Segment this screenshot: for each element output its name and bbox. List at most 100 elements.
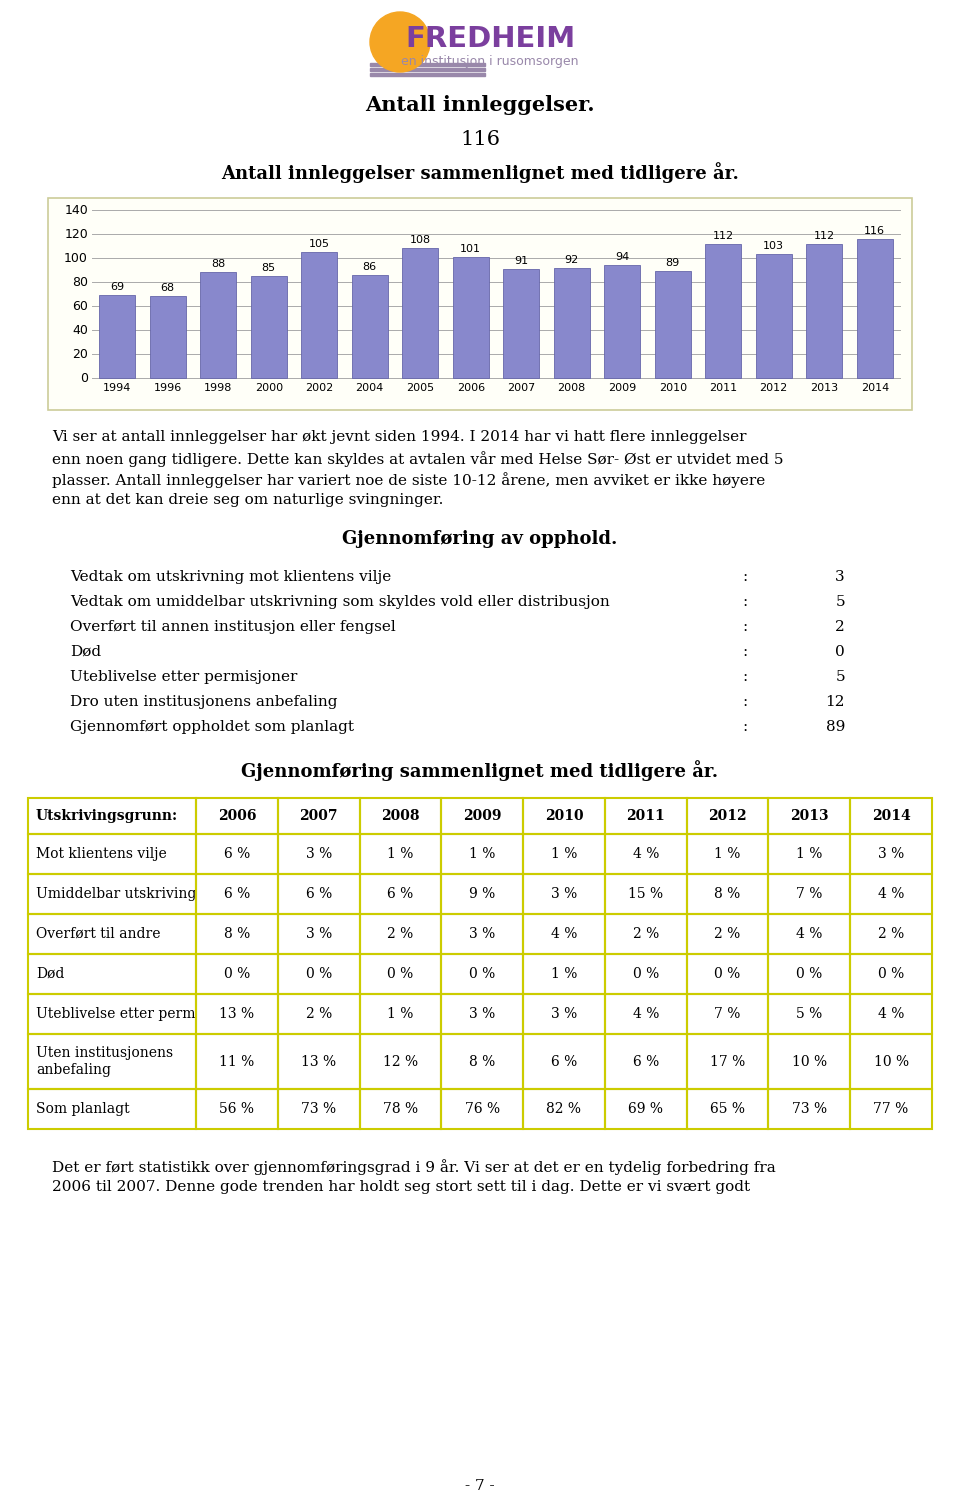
Bar: [605, 915, 686, 954]
Text: 69 %: 69 %: [628, 1102, 663, 1117]
Text: 116: 116: [864, 226, 885, 235]
Bar: [686, 995, 768, 1034]
Text: 2009: 2009: [608, 383, 636, 393]
Bar: [851, 833, 932, 874]
Text: 2014: 2014: [860, 383, 889, 393]
Text: enn noen gang tidligere. Dette kan skyldes at avtalen vår med Helse Sør- Øst er : enn noen gang tidligere. Dette kan skyld…: [52, 451, 783, 467]
Text: 4 %: 4 %: [878, 1007, 904, 1022]
Text: Vedtak om utskrivning mot klientens vilje: Vedtak om utskrivning mot klientens vilj…: [70, 570, 392, 585]
Text: 2013: 2013: [790, 809, 828, 823]
Text: plasser. Antall innleggelser har variert noe de siste 10-12 årene, men avviket e: plasser. Antall innleggelser har variert…: [52, 472, 765, 488]
Bar: [554, 268, 590, 378]
Text: Gjennomføring sammenlignet med tidligere år.: Gjennomføring sammenlignet med tidligere…: [241, 760, 719, 781]
Text: 140: 140: [64, 203, 88, 217]
Bar: [442, 799, 523, 833]
Bar: [277, 1090, 360, 1129]
Text: Overført til annen institusjon eller fengsel: Overført til annen institusjon eller fen…: [70, 619, 396, 634]
Bar: [277, 833, 360, 874]
Bar: [277, 915, 360, 954]
Bar: [196, 799, 277, 833]
Text: Vedtak om umiddelbar utskrivning som skyldes vold eller distribusjon: Vedtak om umiddelbar utskrivning som sky…: [70, 595, 610, 609]
Text: Utskrivingsgrunn:: Utskrivingsgrunn:: [36, 809, 179, 823]
Text: 77 %: 77 %: [874, 1102, 909, 1117]
Bar: [768, 874, 851, 915]
Text: :: :: [742, 619, 748, 634]
Bar: [28, 954, 196, 995]
Text: 0 %: 0 %: [878, 967, 904, 981]
Text: :: :: [742, 720, 748, 734]
Text: :: :: [742, 570, 748, 585]
Bar: [360, 954, 442, 995]
Text: 2006: 2006: [218, 809, 256, 823]
Text: 4 %: 4 %: [551, 927, 577, 940]
Text: 3 %: 3 %: [878, 847, 904, 860]
Text: 60: 60: [72, 300, 88, 312]
Text: 1 %: 1 %: [387, 1007, 414, 1022]
Bar: [28, 1090, 196, 1129]
Text: Uten institusjonens
anbefaling: Uten institusjonens anbefaling: [36, 1046, 173, 1078]
Bar: [605, 1034, 686, 1090]
Bar: [768, 1034, 851, 1090]
Text: 9 %: 9 %: [469, 888, 495, 901]
Bar: [251, 276, 287, 378]
Bar: [402, 249, 439, 378]
Bar: [605, 954, 686, 995]
Text: 6 %: 6 %: [224, 888, 250, 901]
Text: enn at det kan dreie seg om naturlige svingninger.: enn at det kan dreie seg om naturlige sv…: [52, 493, 444, 506]
Bar: [768, 954, 851, 995]
Text: 2011: 2011: [709, 383, 737, 393]
Text: 2 %: 2 %: [633, 927, 659, 940]
Text: 65 %: 65 %: [710, 1102, 745, 1117]
Text: 56 %: 56 %: [220, 1102, 254, 1117]
Bar: [604, 265, 640, 378]
Text: Uteblivelse etter permisjoner: Uteblivelse etter permisjoner: [70, 671, 298, 684]
Text: 12 %: 12 %: [383, 1055, 418, 1068]
Text: 0 %: 0 %: [714, 967, 741, 981]
Text: FREDHEIM: FREDHEIM: [405, 26, 575, 53]
Text: 92: 92: [564, 255, 579, 265]
Text: 0: 0: [835, 645, 845, 659]
Bar: [360, 915, 442, 954]
Bar: [28, 874, 196, 915]
Bar: [523, 874, 605, 915]
Text: 3 %: 3 %: [469, 927, 495, 940]
Text: :: :: [742, 695, 748, 708]
Bar: [768, 799, 851, 833]
Text: 2013: 2013: [810, 383, 838, 393]
Bar: [28, 1034, 196, 1090]
Text: 2007: 2007: [507, 383, 536, 393]
Text: 86: 86: [363, 262, 377, 271]
Bar: [756, 255, 792, 378]
Bar: [442, 1034, 523, 1090]
Text: 7 %: 7 %: [714, 1007, 741, 1022]
Text: 94: 94: [615, 252, 630, 262]
Bar: [503, 268, 540, 378]
Text: 2 %: 2 %: [878, 927, 904, 940]
Bar: [277, 995, 360, 1034]
Bar: [277, 954, 360, 995]
Text: 1998: 1998: [204, 383, 232, 393]
Text: 2007: 2007: [300, 809, 338, 823]
Text: 2 %: 2 %: [305, 1007, 332, 1022]
Text: 13 %: 13 %: [301, 1055, 336, 1068]
Text: 3 %: 3 %: [305, 927, 332, 940]
Text: 6 %: 6 %: [551, 1055, 577, 1068]
Text: 73 %: 73 %: [301, 1102, 336, 1117]
Bar: [768, 995, 851, 1034]
Text: 6 %: 6 %: [305, 888, 332, 901]
Bar: [452, 256, 489, 378]
Circle shape: [370, 12, 430, 72]
Text: Antall innleggelser sammenlignet med tidligere år.: Antall innleggelser sammenlignet med tid…: [221, 161, 739, 182]
Text: 2010: 2010: [659, 383, 686, 393]
Text: 2: 2: [835, 619, 845, 634]
Text: Mot klientens vilje: Mot klientens vilje: [36, 847, 167, 860]
Bar: [523, 799, 605, 833]
Bar: [28, 915, 196, 954]
Bar: [442, 995, 523, 1034]
Bar: [523, 1034, 605, 1090]
Bar: [360, 799, 442, 833]
Text: Dro uten institusjonens anbefaling: Dro uten institusjonens anbefaling: [70, 695, 338, 708]
Text: 0 %: 0 %: [633, 967, 659, 981]
Bar: [360, 1034, 442, 1090]
Text: 105: 105: [309, 240, 329, 249]
